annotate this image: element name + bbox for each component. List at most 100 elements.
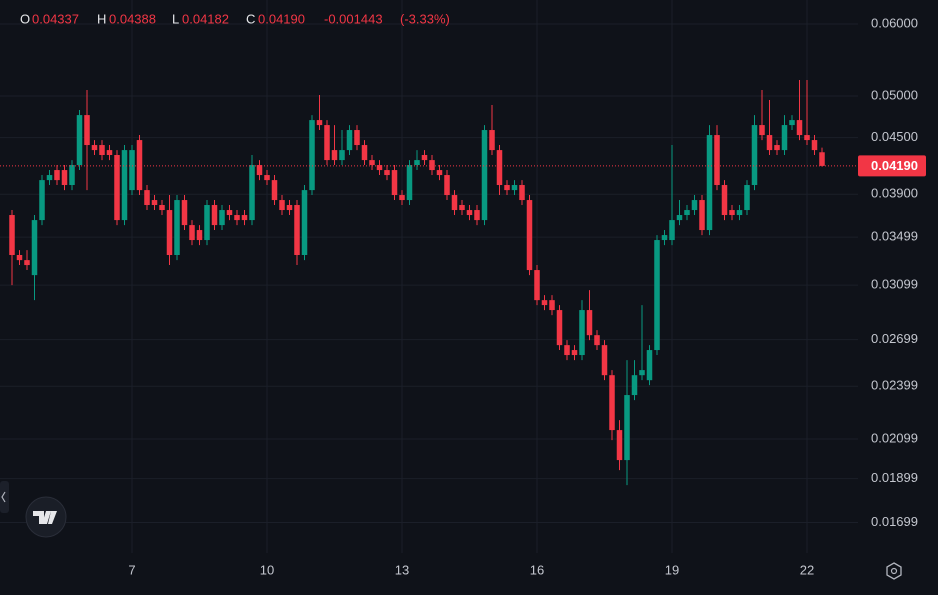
legend-key: L [172, 11, 179, 26]
candle-body [9, 215, 15, 256]
candle-body [556, 310, 563, 346]
candle-body [526, 200, 533, 271]
candle-body [31, 220, 38, 276]
candle-body [76, 115, 83, 166]
candle-body [211, 205, 218, 226]
candle-body [279, 200, 285, 211]
candle-body [714, 135, 720, 186]
candle-body [286, 205, 293, 211]
candle-body [316, 120, 323, 126]
candle-body [699, 200, 705, 231]
legend: O 0.04337 H 0.04388 L 0.04182 C 0.04190 -0.00144… [20, 11, 450, 26]
x-tick-label: 7 [128, 562, 135, 577]
candle-body [61, 170, 68, 186]
logo-mark [33, 511, 57, 524]
candle-body [399, 195, 405, 201]
candle-body [669, 220, 675, 241]
candle-body [384, 170, 390, 176]
candle-body [301, 190, 308, 256]
axes: 0.06000 0.05000 0.04500 0.03900 0.03499 0.030… [128, 15, 926, 577]
y-tick-label: 0.05000 [871, 87, 918, 102]
candle-body [729, 210, 735, 216]
candle-body [474, 210, 480, 221]
candle-body [489, 130, 495, 151]
legend-value: 0.04337 [32, 11, 79, 26]
candles [0, 80, 858, 486]
candle-body [16, 255, 23, 261]
candle-body [346, 130, 353, 151]
last-price-tag [858, 155, 926, 177]
y-tick-label: 0.03499 [871, 229, 918, 244]
candle-body [646, 350, 653, 381]
candle-body [594, 335, 600, 346]
candle-body [99, 145, 105, 156]
legend-change: -0.001443 [324, 11, 383, 26]
y-tick-label: 0.01699 [871, 514, 918, 529]
candle-body [654, 240, 660, 351]
candle-body [481, 130, 488, 221]
y-tick-label: 0.03900 [871, 186, 918, 201]
candle-body [324, 125, 330, 161]
candle-body [166, 210, 173, 256]
candle-body [451, 195, 458, 211]
candle-body [721, 185, 728, 216]
y-tick-label: 0.02099 [871, 430, 918, 445]
candle-body [391, 170, 398, 196]
candle-body [609, 375, 615, 431]
x-tick-label: 16 [530, 562, 544, 577]
y-tick-label: 0.03099 [871, 277, 918, 292]
candle-body [414, 160, 420, 166]
candle-body [361, 145, 368, 161]
candle-body [541, 300, 548, 306]
candle-body [54, 170, 60, 181]
logo[interactable] [25, 496, 67, 538]
candle-body [639, 370, 645, 376]
candle-body [249, 165, 255, 221]
y-tick-label: 0.02699 [871, 331, 918, 346]
x-tick-label: 22 [800, 562, 814, 577]
candle-body [789, 120, 795, 126]
y-tick-label: 0.06000 [871, 15, 918, 30]
candle-body [504, 185, 510, 191]
candle-body [406, 165, 413, 201]
legend-change-pct: (-3.33%) [400, 11, 450, 26]
candle-body [354, 130, 360, 146]
x-tick-label: 19 [665, 562, 679, 577]
candle-body [631, 375, 638, 396]
candle-body [459, 205, 465, 211]
legend-value: 0.04388 [109, 11, 156, 26]
candle-body [766, 135, 773, 151]
legend-key: C [246, 11, 255, 26]
legend-key: H [97, 11, 106, 26]
candle-body [661, 235, 668, 241]
y-tick-label: 0.02399 [871, 378, 918, 393]
candle-body [691, 200, 698, 211]
grid [0, 0, 858, 553]
candle-body [226, 210, 233, 216]
candle-body [376, 165, 383, 171]
candle-body [444, 175, 450, 196]
candle-body [294, 205, 300, 256]
candle-body [84, 115, 90, 146]
candle-body [91, 145, 98, 151]
candle-body [331, 150, 338, 161]
candle-body [151, 200, 158, 206]
x-tick-label: 10 [260, 562, 274, 577]
candle-body [804, 135, 810, 141]
candle-body [196, 230, 203, 241]
candle-body [181, 200, 188, 226]
candle-body [46, 175, 53, 181]
side-tab-arrow [1, 491, 6, 503]
candle-body [219, 210, 225, 226]
side-tab[interactable] [0, 481, 9, 513]
last-price-label: 0.04190 [871, 158, 918, 173]
candle-body [511, 185, 518, 191]
candle-body [369, 160, 375, 166]
candle-body [39, 180, 45, 221]
settings-icon[interactable] [886, 562, 902, 580]
candle-body [309, 120, 315, 191]
candle-body [744, 185, 750, 211]
candle-body [204, 205, 210, 241]
